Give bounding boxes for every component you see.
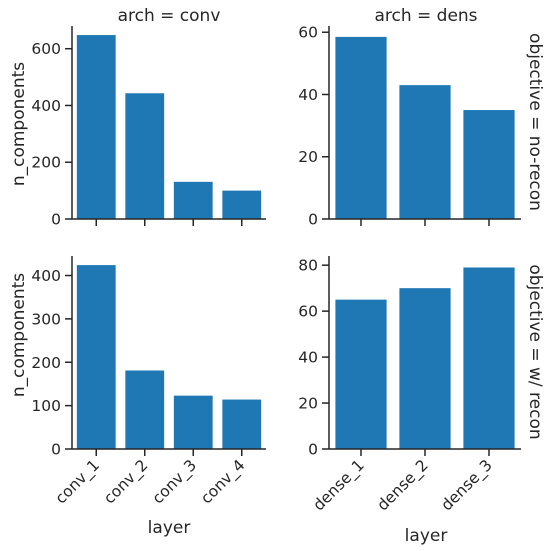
bar-dense_1 [335, 299, 387, 449]
col-title-dens: arch = dens [374, 6, 477, 26]
y-tick-label: 20 [298, 395, 318, 413]
x-tick-label: conv_1 [52, 456, 104, 508]
y-tick-label: 0 [51, 211, 61, 229]
bar-conv_1 [76, 265, 116, 449]
bar-conv_3 [173, 181, 213, 219]
x-axis-label-dens: layer [405, 526, 448, 546]
bar-dense_2 [399, 85, 451, 220]
x-tick-label: dense_3 [438, 456, 497, 515]
bar-dense_3 [463, 110, 515, 219]
bar-dense_3 [463, 267, 515, 449]
row-label-no-recon: objective = no-recon [525, 33, 545, 211]
y-tick-label: 400 [31, 97, 61, 115]
x-tick-label: dense_2 [374, 456, 433, 515]
y-tick-label: 80 [298, 257, 318, 275]
x-tick-label: conv_3 [149, 456, 201, 508]
panel-0-1: 0 20 40 60 [298, 24, 521, 229]
y-tick-label: 400 [31, 267, 61, 285]
bar-conv_4 [222, 190, 262, 219]
panel-1-1: 0 20 40 60 80 dense_1 dense_2 dense_3 [298, 256, 521, 515]
y-tick-label: 300 [31, 310, 61, 328]
bar-conv_3 [173, 395, 213, 449]
y-axis-label-top: n_components [9, 62, 29, 186]
bar-dense_2 [399, 288, 451, 449]
bar-conv_2 [125, 93, 165, 219]
y-tick-label: 200 [31, 354, 61, 372]
x-tick-label: conv_4 [197, 456, 249, 508]
y-tick-label: 0 [51, 441, 61, 459]
x-axis-label-conv: layer [148, 518, 191, 538]
y-tick-label: 0 [308, 211, 318, 229]
panel-0-0: 0 200 400 600 [31, 26, 266, 229]
bar-conv_4 [222, 399, 262, 449]
y-tick-label: 60 [298, 303, 318, 321]
x-tick-label: conv_2 [100, 456, 152, 508]
y-tick-label: 600 [31, 40, 61, 58]
y-tick-label: 100 [31, 397, 61, 415]
panels: 020040060002040600100200300400conv_1conv… [31, 24, 521, 515]
bar-dense_1 [335, 36, 387, 220]
y-tick-label: 20 [298, 148, 318, 166]
y-tick-label: 0 [308, 441, 318, 459]
col-title: arch = conv [118, 6, 221, 26]
x-tick-label: dense_1 [310, 456, 369, 515]
col-title: arch = dens [374, 6, 477, 26]
y-axis-label-bottom: n_components [9, 273, 29, 397]
row-label-w-recon: objective = w/ recon [525, 264, 545, 439]
y-tick-label: 40 [298, 86, 318, 104]
bar-conv_1 [76, 35, 116, 219]
y-tick-label: 200 [31, 154, 61, 172]
y-tick-label: 60 [298, 24, 318, 42]
y-tick-label: 40 [298, 349, 318, 367]
col-title-conv: arch = conv [118, 6, 221, 26]
bar-conv_2 [125, 370, 165, 449]
